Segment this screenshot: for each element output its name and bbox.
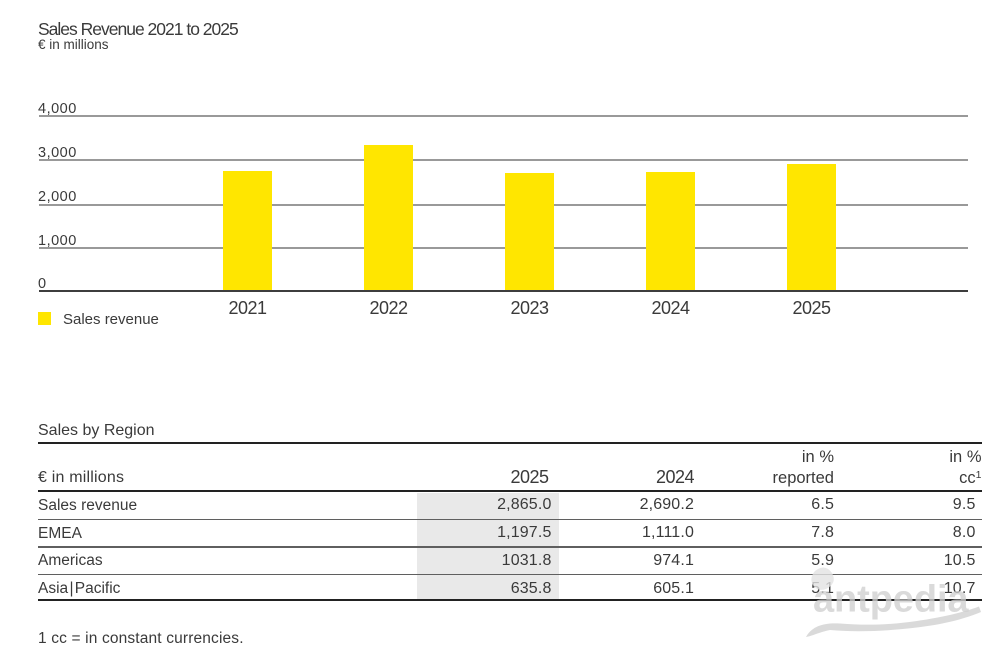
svg-text:antpedia: antpedia bbox=[813, 579, 969, 621]
